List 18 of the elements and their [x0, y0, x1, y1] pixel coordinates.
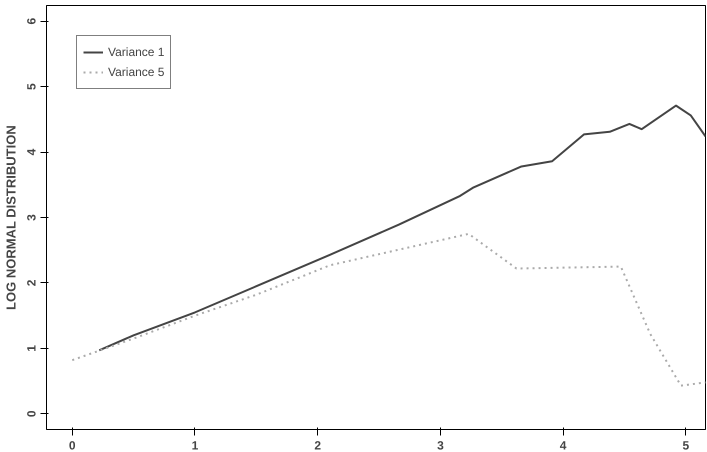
y-tick-label: 0 [24, 410, 38, 418]
x-tick-label: 3 [437, 438, 444, 452]
legend-label: Variance 1 [108, 45, 164, 59]
x-tick-label: 5 [682, 438, 690, 452]
x-tick-label: 2 [314, 438, 322, 452]
x-tick-label: 1 [192, 438, 199, 452]
y-axis-title: LOG NORMAL DISTRIBUTION [4, 125, 18, 310]
x-tick-label: 0 [68, 438, 76, 452]
y-tick-label: 1 [24, 344, 38, 352]
y-tick-label: 2 [24, 279, 38, 286]
y-tick-label: 6 [24, 18, 38, 25]
x-tick-label: 4 [560, 438, 567, 452]
y-tick-label: 3 [24, 214, 38, 221]
legend-label: Variance 5 [108, 65, 164, 79]
y-tick-label: 5 [24, 82, 38, 90]
line-series [98, 104, 706, 352]
y-tick-label: 4 [24, 148, 38, 156]
line-series [71, 232, 706, 387]
